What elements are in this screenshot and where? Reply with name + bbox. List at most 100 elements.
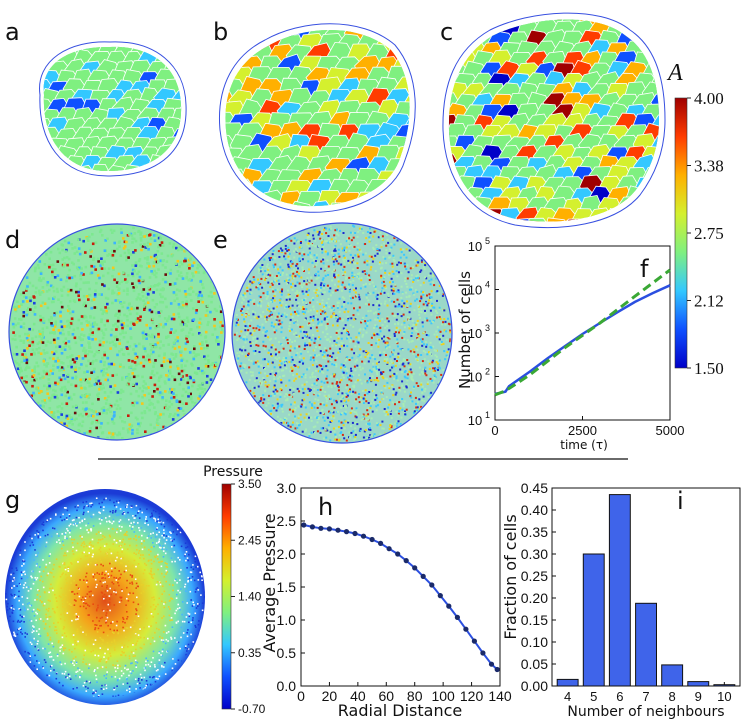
tissue-speckle	[325, 232, 328, 235]
tissue-speckle	[187, 395, 190, 398]
tissue-speckle	[345, 372, 348, 375]
tissue-speckle	[376, 293, 379, 296]
tissue-speckle	[360, 225, 363, 228]
tissue-speckle	[403, 321, 406, 324]
tissue-speckle	[319, 412, 322, 415]
tissue-speckle	[281, 321, 284, 324]
tissue-speckle	[354, 345, 357, 348]
tissue-speckle	[113, 411, 116, 414]
tissue-speckle	[60, 347, 64, 351]
colorbar-tick-label: 4.00	[694, 89, 724, 108]
tissue-speckle	[274, 357, 277, 359]
tissue-speckle	[405, 268, 408, 271]
tissue-speckle	[293, 268, 296, 271]
tissue-speckle	[411, 327, 414, 330]
tissue-speckle	[417, 261, 420, 264]
tissue-speckle	[315, 360, 318, 363]
tissue-speckle	[304, 406, 307, 409]
tissue-speckle	[84, 393, 88, 396]
tissue-speckle	[317, 402, 320, 405]
tissue-speckle	[257, 362, 260, 365]
tissue-speckle	[354, 381, 357, 384]
tissue-speckle	[401, 408, 404, 411]
tissue-speckle	[296, 427, 299, 429]
tissue-speckle	[357, 247, 360, 249]
tissue-speckle	[354, 291, 357, 294]
tissue-speckle	[26, 338, 30, 342]
tissue-speckle	[249, 324, 252, 327]
tissue-speckle	[345, 276, 348, 279]
tissue-speckle	[271, 283, 274, 286]
tissue-speckle	[338, 255, 341, 258]
tissue-speckle	[343, 260, 346, 263]
tissue-speckle	[41, 286, 45, 289]
tissue-speckle	[74, 384, 78, 388]
tissue-speckle	[383, 360, 386, 362]
tissue-speckle	[43, 352, 46, 355]
tissue-speckle	[409, 363, 412, 366]
tissue-speckle	[367, 402, 370, 404]
tissue-speckle	[265, 316, 268, 319]
tissue-speckle	[243, 320, 246, 323]
tissue-speckle	[281, 407, 284, 410]
tissue-speckle	[277, 250, 280, 253]
tissue-speckle	[343, 297, 346, 300]
tissue-speckle	[406, 300, 408, 303]
tissue-speckle	[331, 270, 334, 273]
tissue-speckle	[293, 362, 296, 365]
tissue-speckle	[430, 304, 433, 307]
tissue-speckle	[365, 423, 368, 426]
tissue-speckle	[204, 364, 208, 368]
tissue-speckle	[274, 316, 277, 319]
tissue-speckle	[163, 317, 167, 320]
tissue-speckle	[328, 228, 331, 231]
tissue-cell	[462, 208, 488, 222]
tissue-speckle	[430, 278, 433, 281]
tissue-speckle	[207, 361, 210, 364]
tissue-speckle	[252, 331, 255, 334]
tissue-speckle	[75, 266, 79, 269]
tissue-speckle	[440, 343, 443, 346]
tissue-speckle	[342, 249, 345, 252]
tissue-speckle	[385, 337, 388, 340]
tissue-speckle	[402, 405, 405, 408]
tissue-speckle	[276, 406, 279, 409]
tissue-speckle	[304, 418, 307, 421]
tissue-speckle	[308, 236, 311, 239]
tissue-speckle	[195, 293, 198, 296]
tissue-speckle	[415, 345, 418, 348]
tissue-speckle	[298, 252, 301, 255]
tissue-speckle	[378, 252, 381, 254]
tissue-speckle	[119, 254, 123, 257]
tissue-speckle	[286, 277, 289, 280]
tissue-speckle	[41, 375, 44, 379]
tissue-speckle	[58, 345, 62, 348]
tissue-speckle	[133, 361, 137, 364]
tissue-speckle	[315, 382, 318, 385]
tissue-speckle	[430, 354, 433, 357]
tissue-speckle	[364, 252, 367, 255]
tissue-cell	[148, 174, 171, 196]
tissue-speckle	[312, 297, 314, 299]
tissue-speckle	[71, 405, 75, 409]
tissue-speckle	[388, 387, 391, 390]
tissue-speckle	[393, 335, 396, 337]
tissue-speckle	[390, 289, 393, 292]
tissue-speckle	[326, 320, 329, 322]
tissue-speckle	[381, 238, 383, 241]
tissue-speckle	[391, 384, 394, 387]
tissue-cell	[633, 196, 659, 221]
tissue-speckle	[57, 359, 60, 363]
tissue-speckle	[30, 353, 33, 356]
tissue-speckle	[161, 397, 164, 401]
tissue-speckle	[74, 404, 78, 408]
tissue-speckle	[373, 369, 376, 372]
tissue-speckle	[191, 307, 195, 310]
tissue-speckle	[370, 266, 373, 269]
tissue-speckle	[396, 263, 399, 266]
tissue-speckle	[106, 319, 109, 323]
tissue-speckle	[309, 255, 312, 257]
tissue-speckle	[155, 288, 159, 292]
tissue-speckle	[75, 290, 78, 294]
tissue-speckle	[278, 389, 281, 392]
